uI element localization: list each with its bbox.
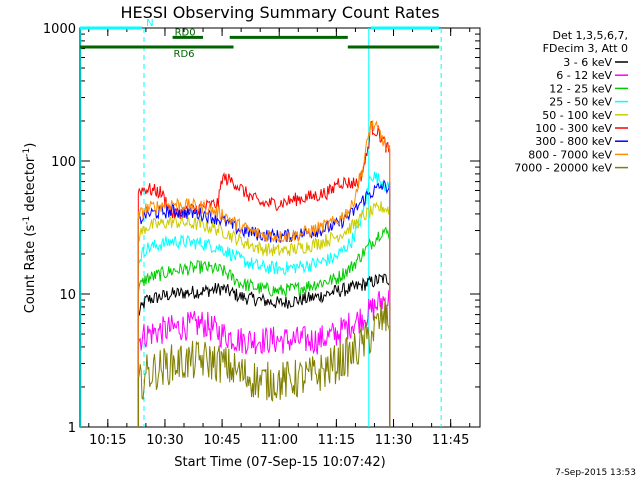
x-tick-label: 10:45 (203, 433, 240, 448)
y-tick-label: 1000 (43, 22, 76, 37)
y-tick-label: 100 (51, 155, 76, 170)
x-tick-label: 11:00 (261, 433, 298, 448)
x-tick-label: 10:30 (146, 433, 183, 448)
legend-entry-label: 50 - 100 keV (542, 109, 612, 122)
series-line-4 (137, 201, 391, 427)
y-axis-label-part3: ) (23, 143, 38, 148)
x-tick-label: 11:15 (318, 433, 355, 448)
y-axis-label-part1: Count Rate (s (23, 225, 38, 314)
series-line-6 (137, 179, 391, 427)
series-line-2 (137, 226, 391, 427)
legend-entry-label: 7000 - 20000 keV (514, 162, 612, 175)
annotation-label-rd0: RD0 (175, 27, 196, 38)
annotation-label-rd6: RD6 (174, 49, 195, 60)
annotation-label-n: N (146, 18, 153, 29)
y-axis-label-sup1: -1 (22, 216, 32, 225)
legend-entry-label: 100 - 300 keV (535, 122, 612, 135)
chart-title: HESSI Observing Summary Count Rates (120, 3, 439, 22)
series-line-7 (137, 120, 391, 427)
x-axis-ticks: 10:15 10:30 10:45 11:00 11:15 11:30 11:45 (88, 28, 471, 448)
legend-entry-label: 6 - 12 keV (556, 69, 612, 82)
series-line-3 (137, 171, 391, 427)
y-axis-ticks: 1 10 100 1000 (43, 22, 480, 436)
legend-entry-label: 25 - 50 keV (549, 96, 612, 109)
y-axis-label-part2: detector (23, 156, 38, 216)
footer-timestamp: 7-Sep-2015 13:53 (555, 468, 636, 478)
legend-entry-label: 3 - 6 keV (563, 56, 612, 69)
legend-entry-label: 800 - 7000 keV (528, 148, 612, 161)
y-axis-label-sup2: -1 (22, 148, 32, 157)
legend-header-line-2: FDecim 3, Att 0 (543, 42, 628, 55)
series-lines (137, 120, 391, 427)
legend-entry-label: 300 - 800 keV (535, 135, 612, 148)
series-line-8 (137, 300, 391, 427)
legend-header-line-1: Det 1,3,5,6,7, (552, 29, 628, 42)
plot-annotations: N RD0 RD6 (80, 18, 442, 427)
x-tick-label: 11:30 (375, 433, 412, 448)
series-line-1 (137, 290, 391, 427)
legend-entry-label: 12 - 25 keV (549, 82, 612, 95)
legend: Det 1,3,5,6,7, FDecim 3, Att 0 3 - 6 keV… (514, 29, 628, 175)
x-tick-label: 10:15 (89, 433, 126, 448)
plot-frame (79, 27, 481, 428)
series-line-0 (137, 273, 391, 427)
y-tick-label: 10 (59, 288, 76, 303)
series-line-5 (137, 120, 391, 427)
x-tick-label: 11:45 (432, 433, 469, 448)
y-axis-label: Count Rate (s-1 detector-1) (22, 143, 38, 314)
y-tick-label: 1 (68, 421, 76, 436)
x-axis-label: Start Time (07-Sep-15 10:07:42) (174, 455, 385, 470)
